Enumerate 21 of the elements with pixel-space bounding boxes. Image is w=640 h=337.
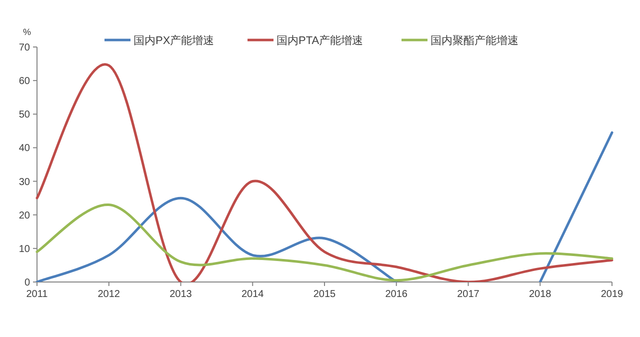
y-tick-label: 40 xyxy=(18,143,30,154)
y-tick-label: 30 xyxy=(18,176,30,188)
x-tick-label: 2015 xyxy=(313,289,336,300)
x-tick-label: 2017 xyxy=(457,289,480,300)
x-tick-label: 2018 xyxy=(529,289,552,300)
x-tick-label: 2013 xyxy=(170,289,192,300)
x-tick-label: 2019 xyxy=(600,289,624,300)
legend-label: 国内PX产能增速 xyxy=(134,34,214,47)
y-tick-label: 70 xyxy=(18,42,30,54)
y-tick-label: 60 xyxy=(18,76,30,88)
y-tick-label: 50 xyxy=(18,110,30,121)
y-tick-label: 10 xyxy=(18,244,30,255)
x-tick-label: 2016 xyxy=(385,289,408,300)
x-tick-label: 2012 xyxy=(98,289,120,300)
x-tick-label: 2014 xyxy=(242,289,264,300)
x-tick-label: 2011 xyxy=(26,289,48,300)
y-tick-label: 20 xyxy=(18,210,30,222)
legend-label: 国内聚酯产能增速 xyxy=(430,34,518,47)
legend-label: 国内PTA产能增速 xyxy=(276,34,364,47)
y-axis-title: % xyxy=(22,27,32,37)
y-tick-label: 0 xyxy=(24,278,30,288)
